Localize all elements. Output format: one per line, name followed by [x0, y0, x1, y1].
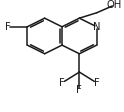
Text: F: F: [94, 78, 100, 88]
Text: F: F: [5, 22, 10, 32]
Text: F: F: [59, 78, 65, 88]
Text: N: N: [93, 22, 100, 32]
Text: F: F: [77, 85, 82, 95]
Text: OH: OH: [107, 0, 122, 10]
